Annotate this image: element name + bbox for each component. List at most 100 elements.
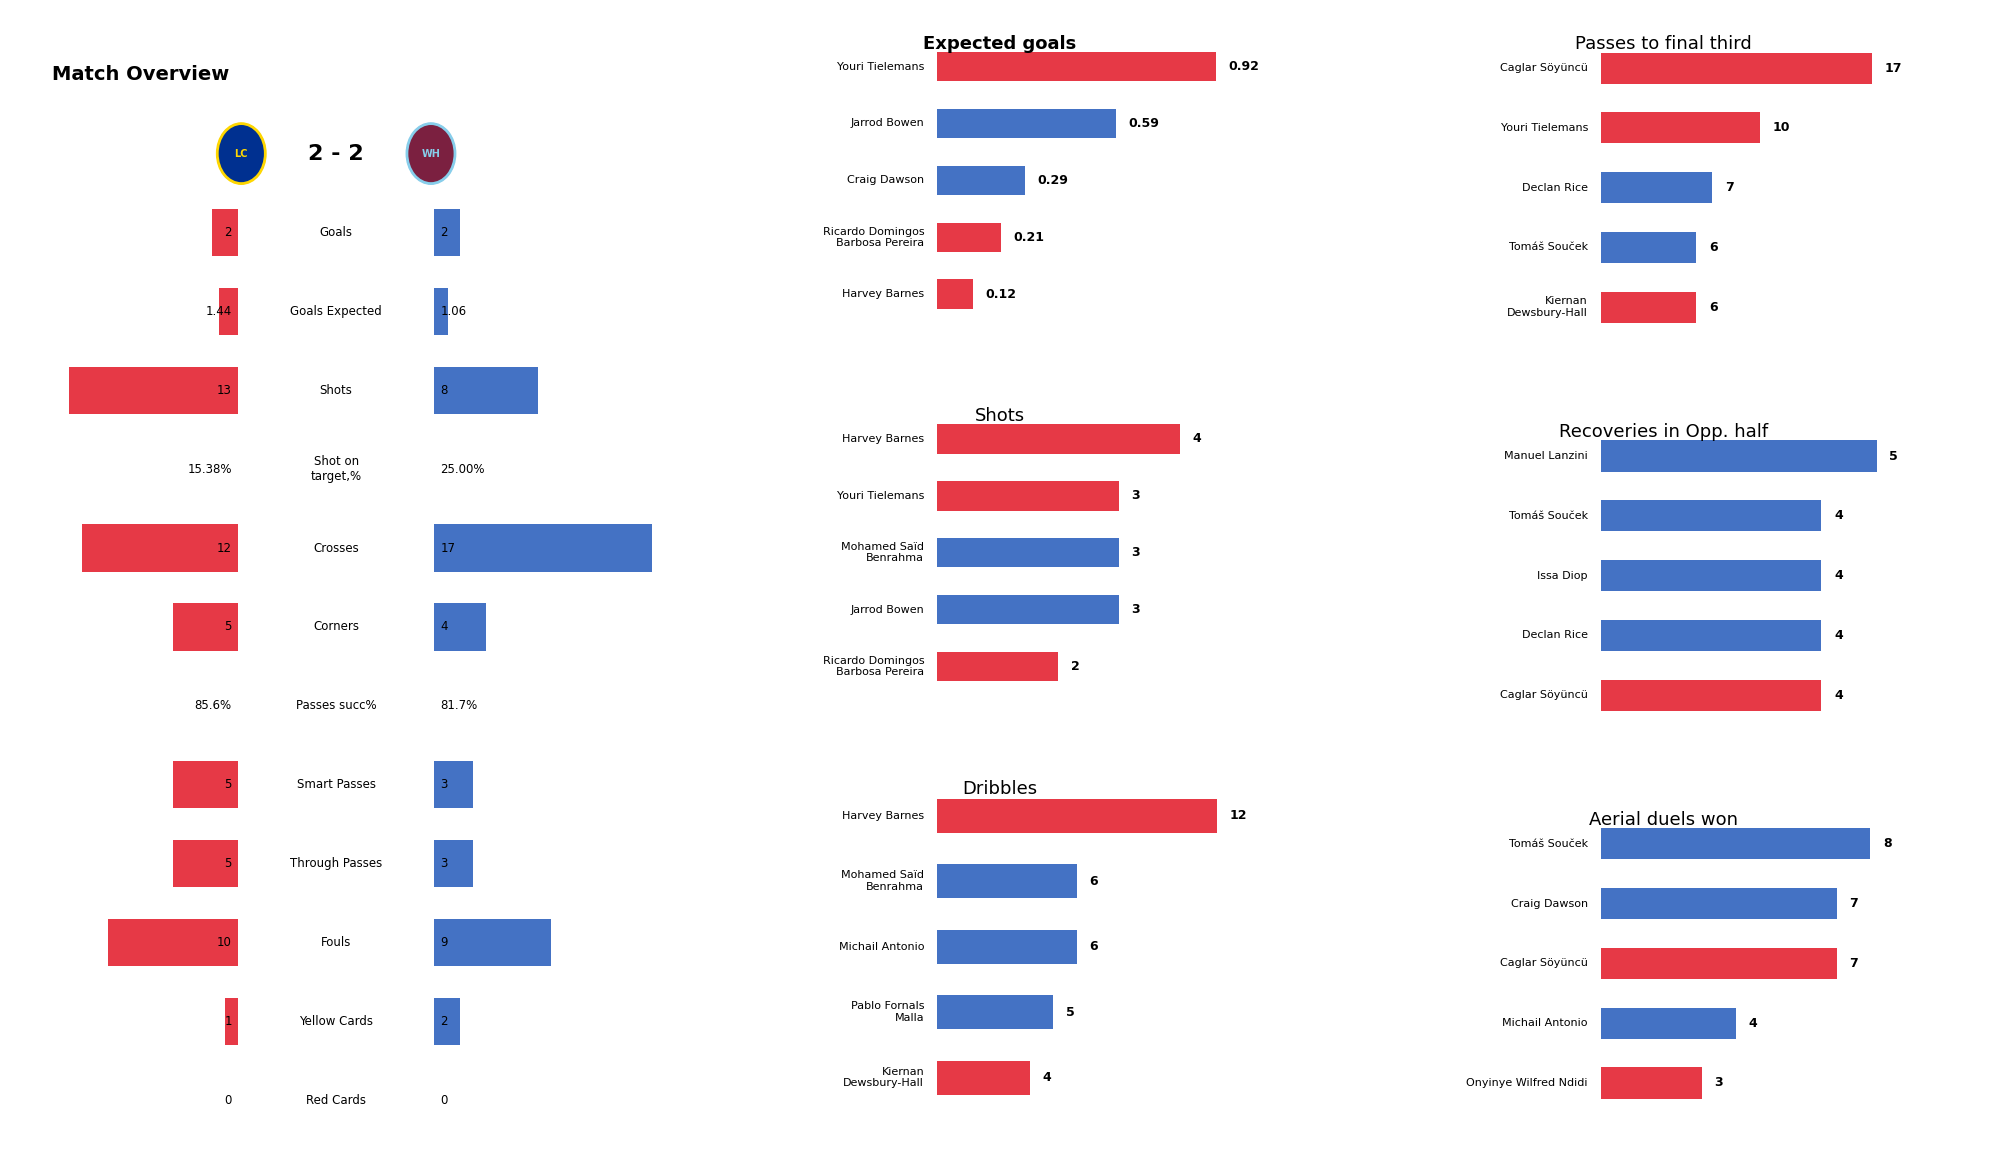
FancyBboxPatch shape [1600,1008,1736,1039]
Text: Caglar Söyüncü: Caglar Söyüncü [1500,63,1588,73]
Text: Ricardo Domingos
Barbosa Pereira: Ricardo Domingos Barbosa Pereira [822,227,924,248]
FancyBboxPatch shape [1600,619,1822,651]
Text: 3: 3 [440,778,448,791]
Bar [174,603,238,651]
Text: Caglar Söyüncü: Caglar Söyüncü [1500,959,1588,968]
Text: Youri Tielemans: Youri Tielemans [1500,123,1588,133]
Text: 5: 5 [224,778,232,791]
Text: Goals: Goals [320,226,352,239]
Text: WH: WH [422,148,440,159]
FancyBboxPatch shape [936,538,1118,568]
FancyBboxPatch shape [1600,231,1696,263]
Text: Michail Antonio: Michail Antonio [1502,1019,1588,1028]
Text: Red Cards: Red Cards [306,1094,366,1107]
Text: 6: 6 [1090,940,1098,953]
FancyBboxPatch shape [1600,291,1696,323]
Text: Passes to final third: Passes to final third [1576,35,1752,53]
Text: Caglar Söyüncü: Caglar Söyüncü [1500,690,1588,700]
Text: Craig Dawson: Craig Dawson [848,175,924,186]
Text: Michail Antonio: Michail Antonio [838,941,924,952]
FancyBboxPatch shape [936,222,1000,253]
Text: Crosses: Crosses [314,542,360,555]
Bar [108,919,238,966]
FancyBboxPatch shape [936,595,1118,624]
Text: Jarrod Bowen: Jarrod Bowen [850,119,924,128]
FancyBboxPatch shape [1600,560,1822,591]
FancyBboxPatch shape [936,995,1054,1029]
FancyBboxPatch shape [1600,113,1760,143]
Bar [434,919,552,966]
FancyBboxPatch shape [936,166,1024,195]
Text: Mohamed Saïd
Benrahma: Mohamed Saïd Benrahma [842,871,924,892]
Text: 7: 7 [1850,956,1858,969]
Bar [82,524,238,572]
Text: 0.92: 0.92 [1228,60,1260,73]
Text: 10: 10 [216,936,232,949]
Text: 4: 4 [1042,1072,1052,1085]
Bar [220,288,238,335]
FancyBboxPatch shape [936,108,1116,139]
Bar [68,367,238,414]
FancyBboxPatch shape [936,864,1076,898]
Text: 4: 4 [1834,509,1842,522]
Text: 7: 7 [1726,181,1734,194]
Text: Jarrod Bowen: Jarrod Bowen [850,605,924,615]
FancyBboxPatch shape [1600,1067,1702,1099]
Text: Pablo Fornals
Malla: Pablo Fornals Malla [850,1001,924,1023]
FancyBboxPatch shape [1600,501,1822,531]
Text: 15.38%: 15.38% [188,463,232,476]
Text: Shot on
target,%: Shot on target,% [310,455,362,483]
Text: 1: 1 [224,1015,232,1028]
Bar [212,209,238,256]
FancyBboxPatch shape [1600,948,1836,979]
Text: 6: 6 [1710,241,1718,254]
Text: 2: 2 [440,1015,448,1028]
Text: Expected goals: Expected goals [924,35,1076,53]
Circle shape [406,123,454,183]
Text: 10: 10 [1774,121,1790,134]
Text: 2 - 2: 2 - 2 [308,143,364,163]
Text: 0.21: 0.21 [1014,230,1044,244]
Bar [434,367,538,414]
Text: Smart Passes: Smart Passes [296,778,376,791]
Text: Tomáš Souček: Tomáš Souček [1508,242,1588,253]
Text: 85.6%: 85.6% [194,699,232,712]
Text: Kiernan
Dewsbury-Hall: Kiernan Dewsbury-Hall [1508,296,1588,318]
Text: 3: 3 [440,857,448,871]
Text: 81.7%: 81.7% [440,699,478,712]
Text: 9: 9 [440,936,448,949]
Bar [434,998,460,1045]
Bar [434,524,656,572]
Text: Issa Diop: Issa Diop [1538,571,1588,580]
Text: Tomáš Souček: Tomáš Souček [1508,839,1588,848]
Text: 2: 2 [440,226,448,239]
FancyBboxPatch shape [1600,679,1822,711]
Text: Recoveries in Opp. half: Recoveries in Opp. half [1560,423,1768,441]
Text: Craig Dawson: Craig Dawson [1510,899,1588,908]
Text: 12: 12 [1230,810,1248,822]
FancyBboxPatch shape [936,280,974,309]
FancyBboxPatch shape [1600,828,1870,859]
Bar [226,998,238,1045]
Text: 4: 4 [1834,689,1842,701]
Text: Harvey Barnes: Harvey Barnes [842,289,924,300]
Text: Harvey Barnes: Harvey Barnes [842,811,924,820]
Text: 4: 4 [1192,432,1200,445]
Text: 17: 17 [1884,61,1902,75]
Text: 2: 2 [1070,660,1080,673]
Text: 5: 5 [1066,1006,1074,1019]
Text: 3: 3 [1132,546,1140,559]
Text: 8: 8 [1884,838,1892,851]
Text: 7: 7 [1850,898,1858,911]
FancyBboxPatch shape [936,1061,1030,1095]
Bar [434,603,486,651]
Text: 1.06: 1.06 [440,304,466,318]
FancyBboxPatch shape [1600,888,1836,919]
Text: Harvey Barnes: Harvey Barnes [842,434,924,444]
FancyBboxPatch shape [1600,441,1876,471]
FancyBboxPatch shape [936,929,1076,964]
Text: 25.00%: 25.00% [440,463,484,476]
Text: 4: 4 [1834,629,1842,642]
Text: 13: 13 [216,384,232,397]
Bar [434,288,448,335]
